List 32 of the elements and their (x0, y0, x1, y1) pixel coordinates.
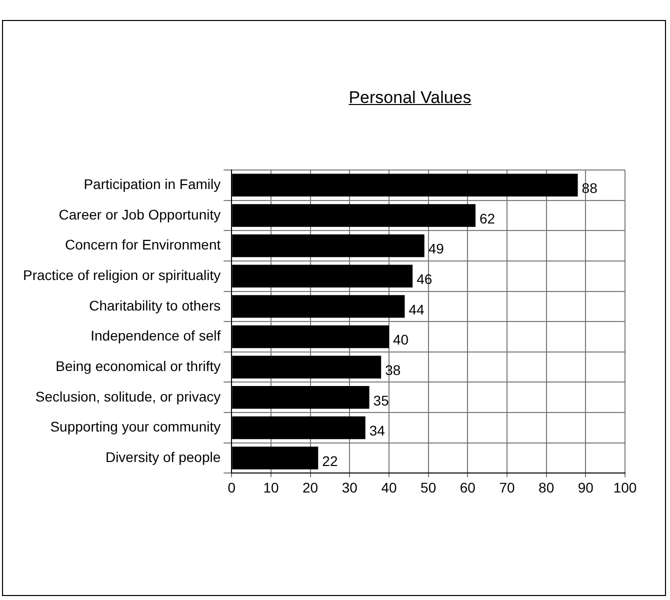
y-tick-label: Career or Job Opportunity (58, 206, 221, 222)
y-tick-label: Being economical or thrifty (56, 358, 221, 374)
data-label: 44 (408, 301, 424, 318)
y-tick-label: Participation in Family (84, 176, 221, 192)
x-tick-label: 90 (578, 479, 594, 496)
y-tick-label: Charitability to others (89, 297, 221, 314)
data-label: 35 (373, 392, 390, 408)
x-tick-label: 40 (381, 479, 397, 496)
y-tick-label: Supporting your community (50, 418, 221, 435)
x-tick-label: 100 (613, 479, 637, 496)
x-tick-label: 70 (499, 479, 515, 496)
data-label: 46 (416, 270, 432, 287)
chart-title: Personal Values (348, 88, 472, 108)
y-tick-label: Practice of religion or spirituality (22, 266, 221, 283)
data-label: 49 (428, 240, 444, 257)
x-tick-label: 10 (263, 479, 279, 496)
y-tick-label: Independence of self (90, 328, 221, 344)
x-tick-label: 30 (342, 479, 358, 496)
y-tick-label: Diversity of people (105, 448, 221, 465)
data-label: 88 (582, 180, 598, 196)
y-tick-label: Concern for Environment (64, 236, 221, 253)
data-label: 34 (369, 422, 386, 439)
data-label: 40 (392, 332, 409, 348)
x-tick-label: 0 (228, 479, 236, 496)
data-label: 22 (322, 452, 338, 469)
data-label: 38 (385, 362, 401, 378)
x-tick-label: 80 (538, 479, 554, 496)
x-tick-label: 50 (420, 479, 436, 496)
x-tick-label: 20 (302, 479, 318, 496)
data-label: 62 (480, 210, 496, 226)
x-tick-label: 60 (460, 479, 476, 496)
y-tick-label: Seclusion, solitude, or privacy (35, 388, 221, 404)
